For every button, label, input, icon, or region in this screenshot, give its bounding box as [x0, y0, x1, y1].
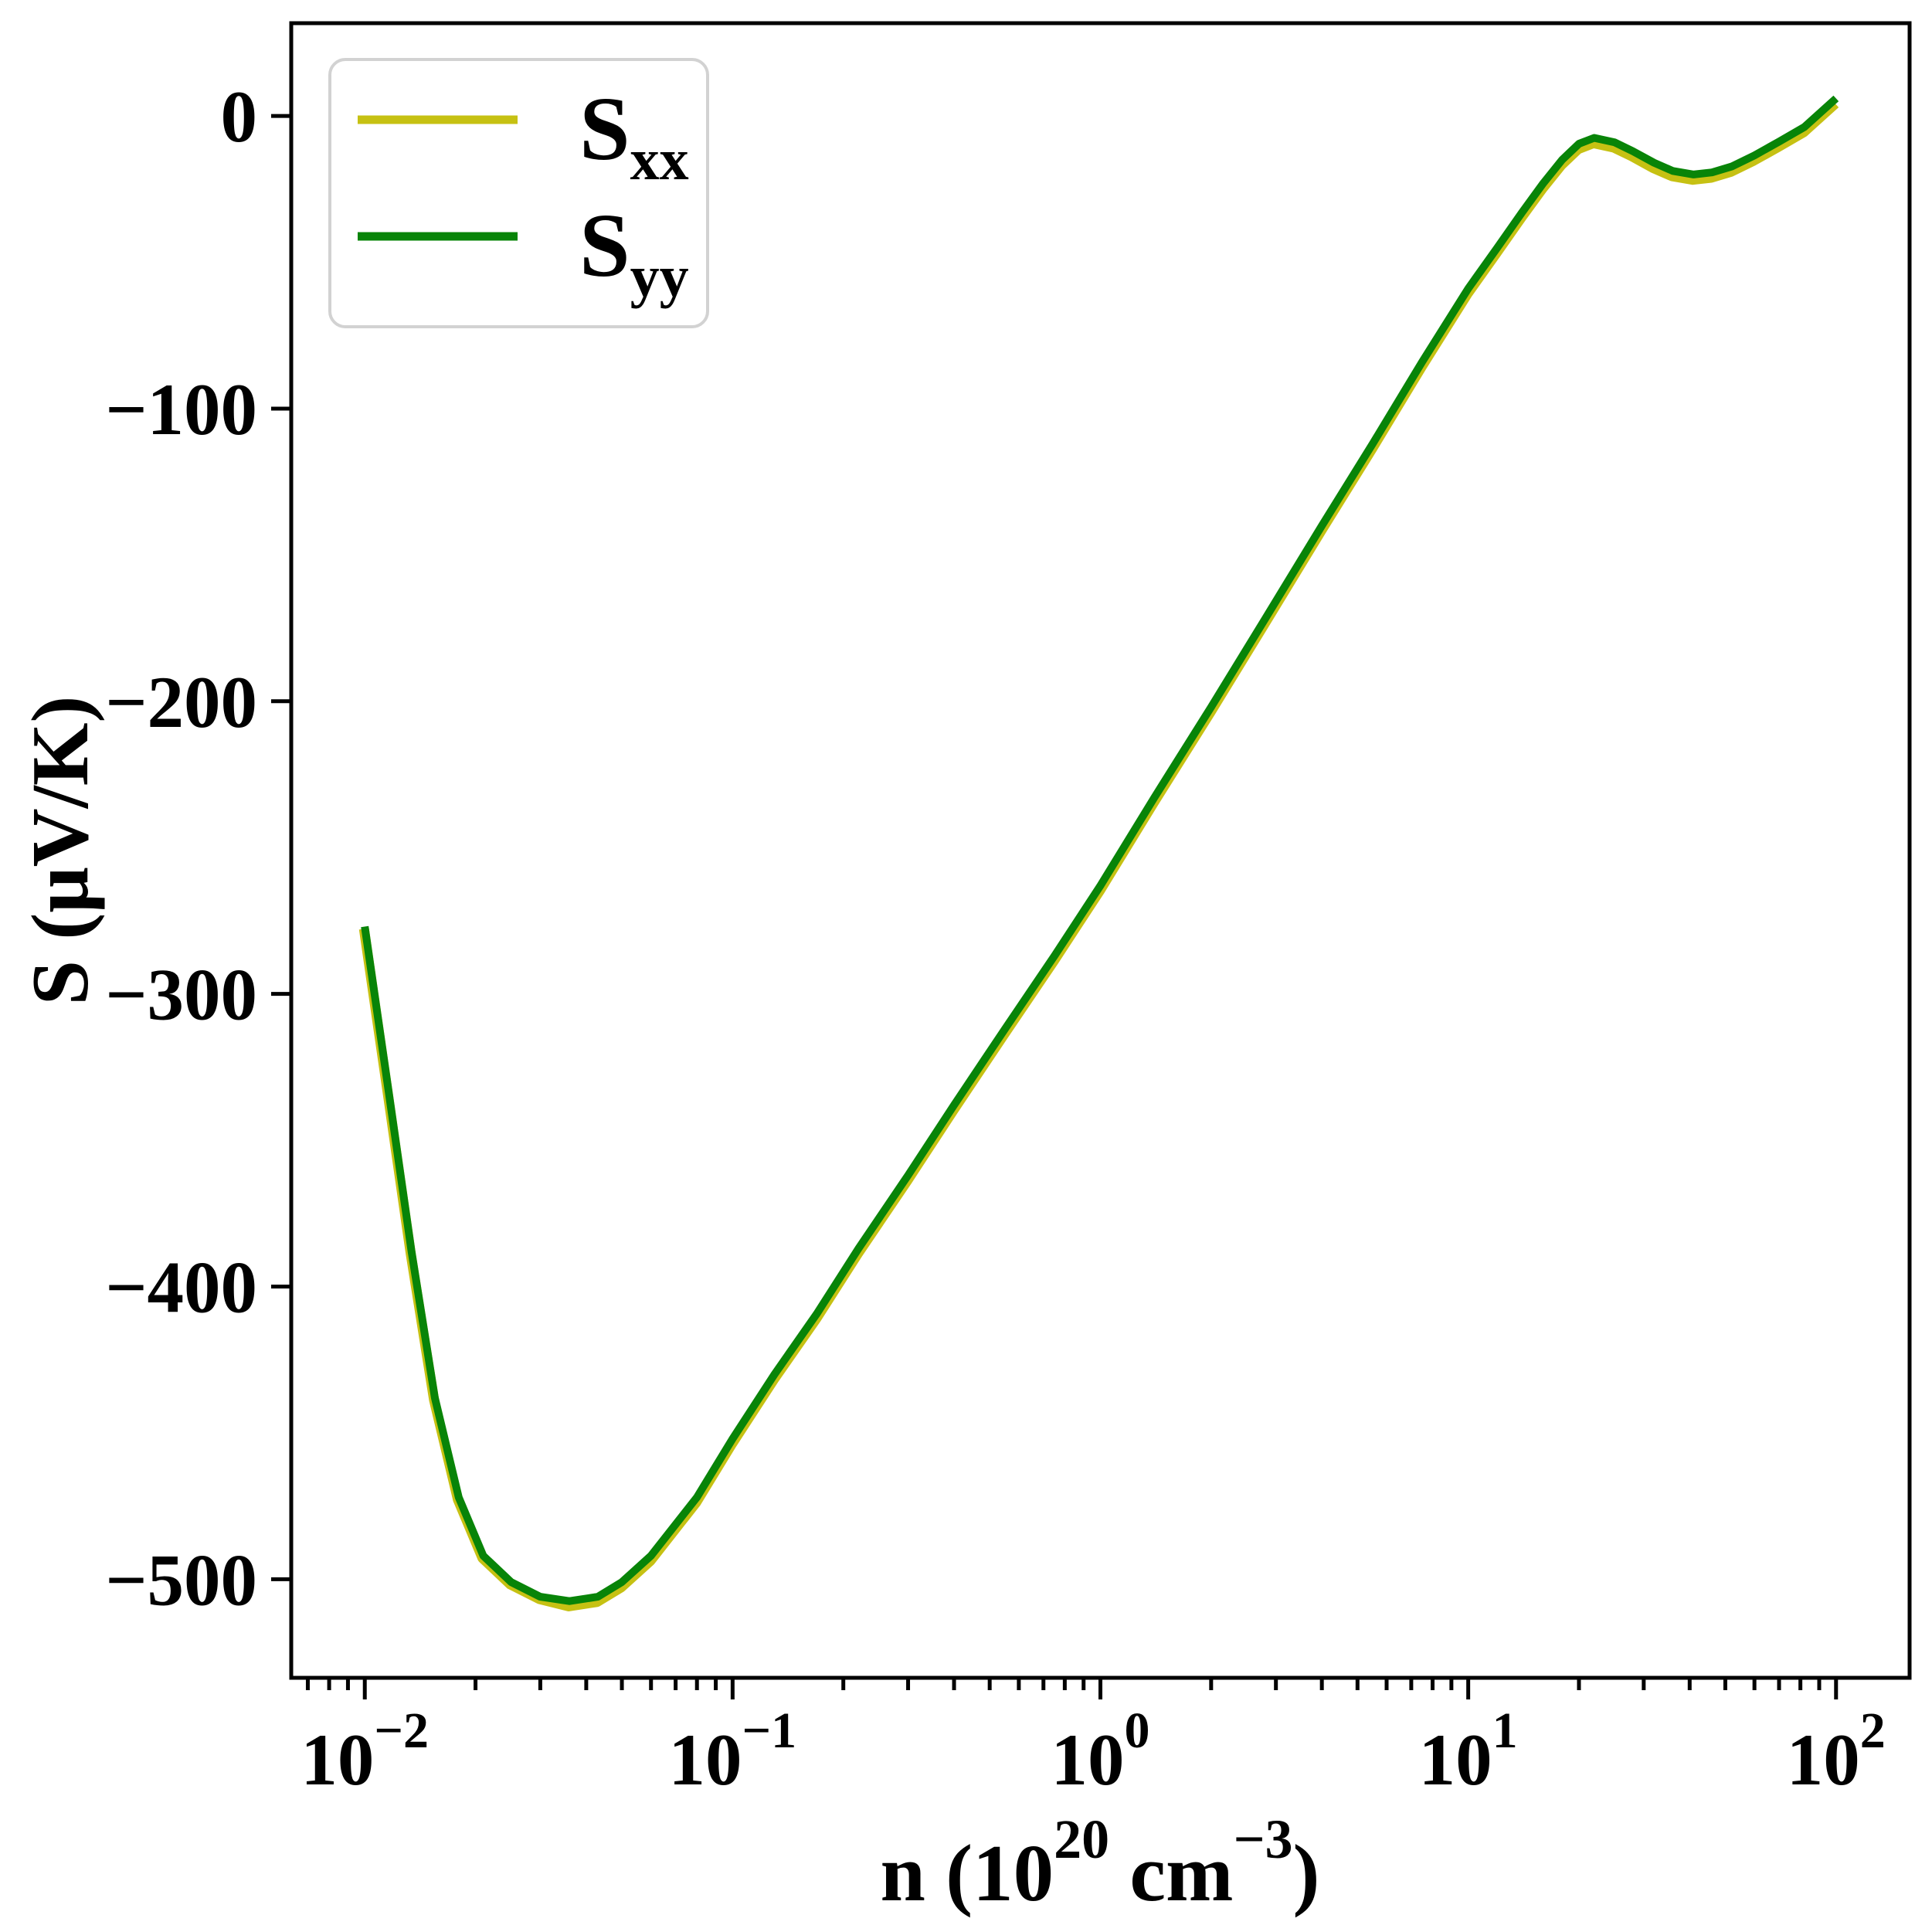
x-tick-base: 10 — [1051, 1719, 1125, 1801]
x-tick-exponent: 0 — [1125, 1703, 1150, 1759]
y-tick-label: −400 — [105, 1246, 257, 1328]
y-tick-label: 0 — [221, 76, 258, 158]
y-tick-label: −500 — [105, 1539, 257, 1621]
legend-box — [328, 58, 709, 328]
axis-tick-labels: 10−2 10−1 100 101 1020−100−200−300−400−500 — [105, 76, 1885, 1801]
x-tick-base: 10 — [300, 1719, 374, 1801]
x-tick-exponent: −2 — [374, 1703, 429, 1759]
x-tick-label: 102 — [1787, 1703, 1886, 1801]
x-tick-exponent: −1 — [742, 1703, 797, 1759]
x-tick-label: 101 — [1419, 1703, 1518, 1801]
axis-ticks — [271, 114, 1839, 1699]
series-syy-line — [361, 95, 1839, 1605]
x-tick-base: 10 — [1419, 1719, 1492, 1801]
y-tick-label: −200 — [105, 661, 257, 743]
y-tick-label: −300 — [105, 954, 257, 1036]
legend-label-sxx: Sxx — [579, 78, 689, 192]
x-tick-label: 100 — [1051, 1703, 1150, 1801]
y-tick-label: −100 — [105, 368, 257, 450]
x-axis-label: n (1020 cm−3) — [881, 1808, 1320, 1918]
y-axis-label: S (μV/K) — [15, 696, 105, 1006]
x-tick-exponent: 2 — [1860, 1703, 1886, 1759]
x-tick-base: 10 — [669, 1719, 742, 1801]
x-tick-exponent: 1 — [1492, 1703, 1518, 1759]
legend: Sxx Syy — [328, 58, 709, 328]
x-tick-label: 10−2 — [300, 1703, 429, 1801]
legend-label-syy: Syy — [579, 195, 689, 309]
x-tick-label: 10−1 — [669, 1703, 797, 1801]
x-tick-base: 10 — [1787, 1719, 1860, 1801]
series-sxx-line — [358, 100, 1839, 1611]
